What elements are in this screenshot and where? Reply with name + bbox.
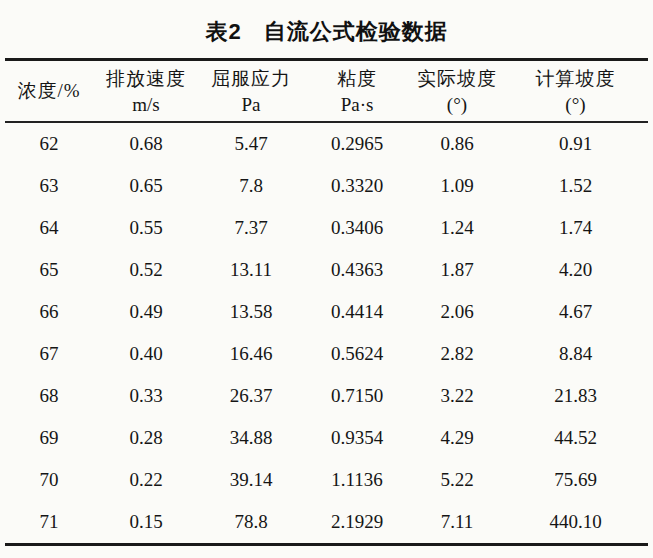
table-cell: 8.84 — [503, 333, 648, 375]
table-cell: 0.4414 — [303, 291, 411, 333]
table-cell: 70 — [5, 459, 93, 501]
table-row: 690.2834.880.93544.2944.52 — [5, 417, 648, 459]
table-cell: 67 — [5, 333, 93, 375]
table-row: 640.557.370.34061.241.74 — [5, 207, 648, 249]
column-unit: (°) — [411, 94, 503, 116]
table-cell: 0.68 — [93, 122, 199, 165]
table-cell: 0.49 — [93, 291, 199, 333]
table-cell: 2.1929 — [303, 501, 411, 545]
table-cell: 0.7150 — [303, 375, 411, 417]
column-unit: Pa — [199, 94, 303, 116]
table-cell: 2.06 — [411, 291, 503, 333]
table-title-text: 自流公式检验数据 — [264, 19, 448, 44]
table-cell: 1.74 — [503, 207, 648, 249]
column-unit: (°) — [503, 94, 648, 116]
table-cell: 1.24 — [411, 207, 503, 249]
table-cell: 21.83 — [503, 375, 648, 417]
table-cell: 34.88 — [199, 417, 303, 459]
table-cell: 26.37 — [199, 375, 303, 417]
column-name: 浓度/% — [17, 80, 80, 101]
column-name: 计算坡度 — [536, 68, 616, 89]
table-cell: 7.37 — [199, 207, 303, 249]
column-name: 实际坡度 — [417, 68, 497, 89]
table-cell: 440.10 — [503, 501, 648, 545]
table-row: 660.4913.580.44142.064.67 — [5, 291, 648, 333]
table-cell: 1.1136 — [303, 459, 411, 501]
table-body: 620.685.470.29650.860.91630.657.80.33201… — [5, 122, 648, 545]
table-cell: 5.47 — [199, 122, 303, 165]
table-cell: 0.65 — [93, 165, 199, 207]
header-row: 浓度/% 排放速度 m/s 屈服应力 Pa 粘度 Pa·s 实际坡度 (°) — [5, 60, 648, 123]
table-cell: 0.86 — [411, 122, 503, 165]
table-cell: 63 — [5, 165, 93, 207]
table-cell: 62 — [5, 122, 93, 165]
table-row: 680.3326.370.71503.2221.83 — [5, 375, 648, 417]
table-row: 700.2239.141.11365.2275.69 — [5, 459, 648, 501]
table-cell: 69 — [5, 417, 93, 459]
table-cell: 0.3320 — [303, 165, 411, 207]
table-cell: 65 — [5, 249, 93, 291]
table-cell: 44.52 — [503, 417, 648, 459]
table-cell: 0.22 — [93, 459, 199, 501]
table-cell: 0.40 — [93, 333, 199, 375]
table-cell: 0.9354 — [303, 417, 411, 459]
table-cell: 7.11 — [411, 501, 503, 545]
column-header-calculated-slope: 计算坡度 (°) — [503, 60, 648, 123]
table-cell: 0.4363 — [303, 249, 411, 291]
table-cell: 0.2965 — [303, 122, 411, 165]
table-cell: 0.55 — [93, 207, 199, 249]
table-caption: 表2 自流公式检验数据 — [0, 0, 653, 47]
column-unit: m/s — [93, 94, 199, 116]
table-row: 710.1578.82.19297.11440.10 — [5, 501, 648, 545]
column-name: 排放速度 — [106, 68, 186, 89]
table-cell: 2.82 — [411, 333, 503, 375]
column-header-concentration: 浓度/% — [5, 60, 93, 123]
data-table: 浓度/% 排放速度 m/s 屈服应力 Pa 粘度 Pa·s 实际坡度 (°) — [5, 58, 648, 546]
table-row: 620.685.470.29650.860.91 — [5, 122, 648, 165]
table-cell: 4.67 — [503, 291, 648, 333]
table-cell: 0.52 — [93, 249, 199, 291]
table-cell: 4.29 — [411, 417, 503, 459]
table-cell: 78.8 — [199, 501, 303, 545]
table-cell: 0.91 — [503, 122, 648, 165]
column-unit: Pa·s — [303, 94, 411, 116]
table-cell: 0.15 — [93, 501, 199, 545]
table-cell: 3.22 — [411, 375, 503, 417]
table-cell: 13.11 — [199, 249, 303, 291]
table-cell: 39.14 — [199, 459, 303, 501]
table-header: 浓度/% 排放速度 m/s 屈服应力 Pa 粘度 Pa·s 实际坡度 (°) — [5, 60, 648, 123]
column-name: 屈服应力 — [211, 68, 291, 89]
column-header-actual-slope: 实际坡度 (°) — [411, 60, 503, 123]
table-cell: 64 — [5, 207, 93, 249]
table-cell: 1.52 — [503, 165, 648, 207]
column-header-yield-stress: 屈服应力 Pa — [199, 60, 303, 123]
scanned-paper-page: 表2 自流公式检验数据 浓度/% 排放速度 m/s 屈服应力 Pa — [0, 0, 653, 558]
table-cell: 0.3406 — [303, 207, 411, 249]
table-cell: 5.22 — [411, 459, 503, 501]
table-row: 650.5213.110.43631.874.20 — [5, 249, 648, 291]
table-cell: 1.09 — [411, 165, 503, 207]
column-header-discharge-velocity: 排放速度 m/s — [93, 60, 199, 123]
table-cell: 68 — [5, 375, 93, 417]
table-cell: 13.58 — [199, 291, 303, 333]
table-cell: 4.20 — [503, 249, 648, 291]
table-cell: 0.28 — [93, 417, 199, 459]
table-cell: 1.87 — [411, 249, 503, 291]
table-row: 670.4016.460.56242.828.84 — [5, 333, 648, 375]
table-cell: 16.46 — [199, 333, 303, 375]
table-number-label: 表2 — [205, 19, 241, 44]
table-cell: 66 — [5, 291, 93, 333]
table-cell: 71 — [5, 501, 93, 545]
table-cell: 75.69 — [503, 459, 648, 501]
column-name: 粘度 — [337, 68, 377, 89]
column-header-viscosity: 粘度 Pa·s — [303, 60, 411, 123]
table-cell: 0.5624 — [303, 333, 411, 375]
table-cell: 7.8 — [199, 165, 303, 207]
table-row: 630.657.80.33201.091.52 — [5, 165, 648, 207]
table-cell: 0.33 — [93, 375, 199, 417]
